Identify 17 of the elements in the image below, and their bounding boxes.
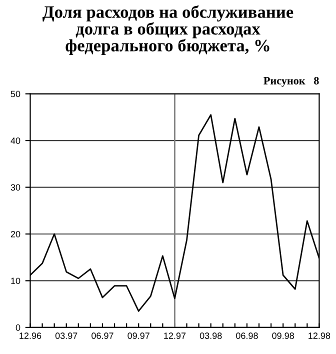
y-tick-label: 10 xyxy=(11,278,20,284)
x-tick-label: 12.97 xyxy=(164,332,186,339)
x-tick-label: 03.97 xyxy=(55,332,78,339)
y-tick-label: 0 xyxy=(16,324,20,331)
y-tick-label: 50 xyxy=(10,90,20,98)
x-tick-label: 03.98 xyxy=(200,332,222,339)
x-tick-label: 09.97 xyxy=(128,332,150,339)
x-tick-label: 06.97 xyxy=(92,332,114,339)
x-tick-label: 12.96 xyxy=(20,332,42,339)
x-tick-label: 12.98 xyxy=(308,332,330,339)
chart-title: Доля расходов на обслуживание долга в общих расходах федерального бюджета, % xyxy=(42,5,294,55)
text: Рисунок 8 xyxy=(264,76,319,87)
y-tick-label: 40 xyxy=(10,138,20,144)
y-tick-label: 30 xyxy=(10,184,20,191)
x-tick-label: 09.98 xyxy=(272,332,294,339)
x-tick-label: 06.98 xyxy=(236,332,258,339)
y-tick-label: 20 xyxy=(10,230,20,238)
